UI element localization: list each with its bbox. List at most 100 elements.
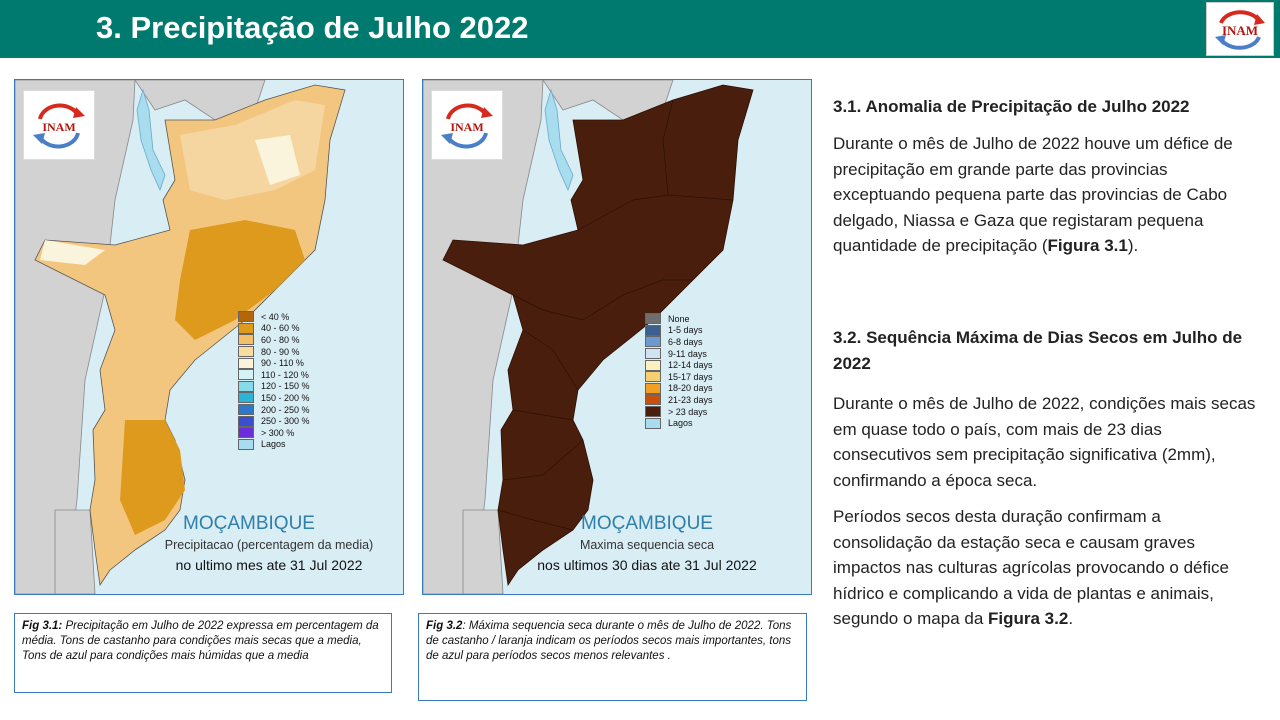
legend-item: > 23 days: [645, 406, 713, 418]
legend-label: 110 - 120 %: [261, 369, 309, 380]
legend-swatch: [645, 336, 661, 348]
legend-label: 250 - 300 %: [261, 416, 310, 427]
legend-label: 18-20 days: [668, 383, 713, 394]
map1-legend: < 40 % 40 - 60 % 60 - 80 % 80 - 90 % 90 - 11…: [238, 311, 310, 450]
map-period: nos ultimos 30 dias ate 31 Jul 2022: [537, 557, 757, 573]
caption-label: Fig 3.2: [426, 620, 463, 632]
legend-swatch: [238, 346, 254, 358]
legend-swatch: [645, 406, 661, 418]
section-heading: 3.1. Anomalia de Precipitação de Julho 2…: [833, 97, 1190, 116]
neighbor-land-west: [423, 80, 544, 594]
legend-label: 200 - 250 %: [261, 404, 310, 415]
legend-item: 80 - 90 %: [238, 346, 310, 358]
legend-label: 21-23 days: [668, 394, 713, 405]
legend-swatch: [238, 357, 254, 369]
legend-label: 15-17 days: [668, 371, 713, 382]
legend-swatch: [238, 369, 254, 381]
map-subtitle: Maxima sequencia seca: [579, 538, 715, 552]
legend-swatch: [238, 392, 254, 404]
legend-swatch: [238, 404, 254, 416]
neighbor-land-west: [15, 80, 136, 594]
legend-swatch: [238, 380, 254, 392]
legend-swatch: [238, 334, 254, 346]
legend-item: 90 - 110 %: [238, 357, 310, 369]
dry-region-central: [175, 220, 305, 340]
legend-item: < 40 %: [238, 311, 310, 323]
figure-3-2-caption: Fig 3.2: Máxima sequencia seca durante o…: [418, 613, 807, 701]
paragraph-text: ).: [1127, 236, 1139, 255]
legend-label: < 40 %: [261, 311, 290, 322]
legend-item: 40 - 60 %: [238, 322, 310, 335]
legend-label: 9-11 days: [668, 348, 707, 359]
wet-patch-tete: [40, 240, 105, 265]
legend-label: > 300 %: [261, 427, 295, 438]
figure-3-1-caption: Fig 3.1: Precipitação em Julho de 2022 e…: [14, 613, 392, 693]
wet-patch-north: [255, 135, 300, 185]
legend-swatch: [238, 438, 254, 450]
map-subtitle: Precipitacao (percentagem da media): [164, 538, 374, 552]
legend-item: None: [645, 313, 713, 325]
caption-text: Precipitação em Julho de 2022 expressa e…: [22, 620, 379, 662]
legend-label: 120 - 150 %: [261, 381, 310, 392]
legend-item: 200 - 250 %: [238, 404, 310, 416]
legend-swatch: [238, 415, 254, 427]
legend-item: > 300 %: [238, 427, 310, 439]
map-country-label: MOÇAMBIQUE: [581, 513, 713, 534]
paragraph-text: Períodos secos desta duração confirmam a…: [833, 507, 1229, 628]
legend-item: 120 - 150 %: [238, 380, 310, 393]
legend-item: 12-14 days: [645, 359, 713, 371]
section-paragraph: Períodos secos desta duração confirmam a…: [833, 504, 1263, 632]
header-bar: 3. Precipitação de Julho 2022 INAM: [0, 0, 1280, 58]
caption-text: : Máxima sequencia seca durante o mês de…: [426, 620, 792, 662]
dry-spell-map: INAM None 1-5 days 6-8 days 9-11 days 12-14 …: [422, 79, 812, 595]
legend-swatch: [238, 322, 254, 334]
lake-malawi: [136, 88, 166, 192]
legend-label: 90 - 110 %: [261, 358, 304, 369]
svg-text:INAM: INAM: [450, 120, 483, 134]
dry-region-south: [120, 420, 185, 535]
legend-swatch: [645, 359, 661, 371]
legend-swatch: [645, 417, 661, 429]
lake-malawi: [544, 88, 574, 192]
figure-reference: Figura 3.1: [1047, 236, 1128, 255]
legend-label: 60 - 80 %: [261, 334, 300, 345]
map2-graphic: [423, 80, 754, 594]
svg-text:INAM: INAM: [42, 120, 75, 134]
inam-logo: INAM: [431, 90, 503, 160]
legend-label: 1-5 days: [668, 325, 703, 336]
precipitation-anomaly-map: INAM < 40 % 40 - 60 % 60 - 80 % 80 - 90 % 90…: [14, 79, 404, 595]
section-heading: 3.2. Sequência Máxima de Dias Secos em J…: [833, 328, 1243, 373]
map-country-label: MOÇAMBIQUE: [183, 513, 315, 534]
mozambique-territory: [442, 84, 754, 587]
legend-swatch: [645, 394, 661, 406]
legend-label: 6-8 days: [668, 336, 703, 347]
legend-swatch: [645, 348, 661, 360]
neighbor-land-south: [462, 509, 504, 594]
legend-item: 21-23 days: [645, 394, 713, 406]
section-3-2: 3.2. Sequência Máxima de Dias Secos em J…: [833, 325, 1263, 632]
legend-label: 12-14 days: [668, 360, 713, 371]
legend-item: 150 - 200 %: [238, 392, 310, 404]
legend-item: 18-20 days: [645, 382, 713, 395]
legend-item: 6-8 days: [645, 336, 713, 348]
legend-label: 150 - 200 %: [261, 392, 310, 403]
legend-label: Lagos: [261, 439, 286, 450]
legend-swatch: [645, 313, 661, 325]
figure-reference: Figura 3.2: [988, 609, 1069, 628]
paragraph-text: Durante o mês de Julho de 2022 houve um …: [833, 134, 1233, 255]
map-period: no ultimo mes ate 31 Jul 2022: [175, 557, 363, 573]
section-3-1: 3.1. Anomalia de Precipitação de Julho 2…: [833, 94, 1263, 259]
legend-swatch: [645, 382, 661, 394]
legend-swatch: [238, 311, 254, 323]
section-paragraph: Durante o mês de Julho de 2022 houve um …: [833, 131, 1263, 259]
inam-logo: INAM: [23, 90, 95, 160]
legend-item: 110 - 120 %: [238, 369, 310, 381]
legend-swatch: [645, 324, 661, 336]
legend-item: 60 - 80 %: [238, 334, 310, 346]
legend-item: 250 - 300 %: [238, 415, 310, 427]
map2-legend: None 1-5 days 6-8 days 9-11 days 12-14 days 1…: [645, 313, 713, 429]
map1-graphic: [15, 80, 346, 594]
legend-label: Lagos: [668, 418, 693, 429]
legend-item: Lagos: [238, 438, 310, 451]
legend-label: 40 - 60 %: [261, 323, 300, 334]
